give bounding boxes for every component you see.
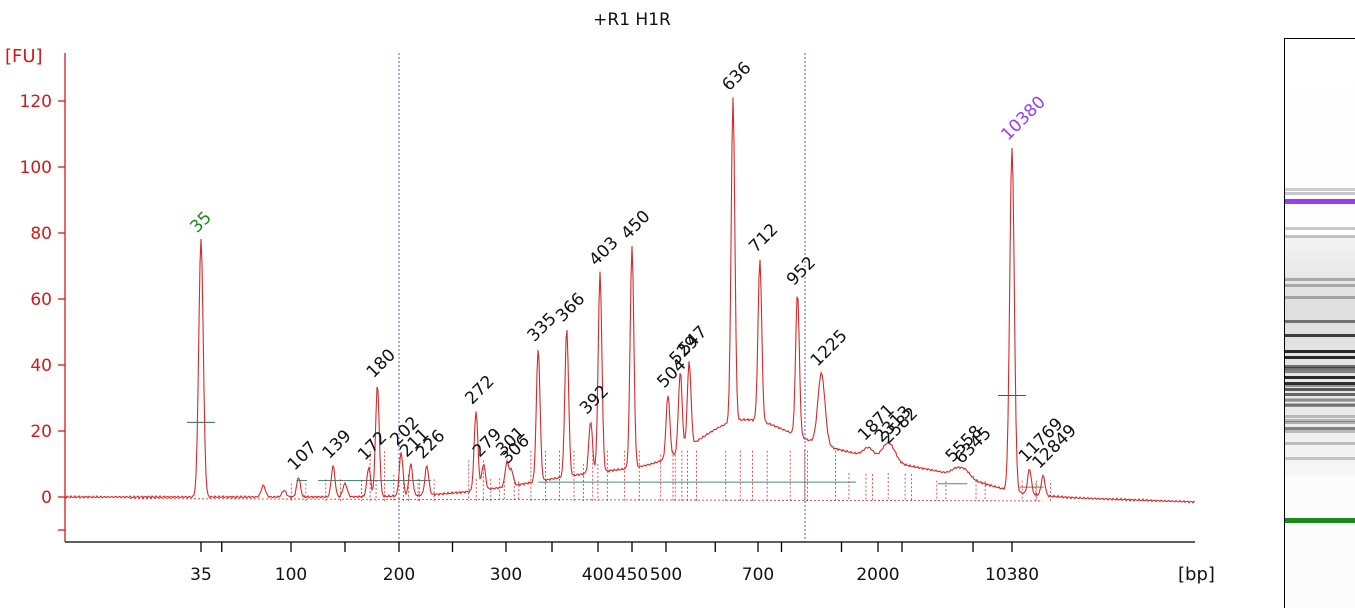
peak-label: 392	[576, 382, 613, 419]
gel-band	[1285, 356, 1355, 360]
x-tick-label: 35	[190, 565, 212, 585]
gel-band	[1285, 397, 1355, 401]
gel-band	[1285, 295, 1355, 299]
gel-band	[1285, 392, 1355, 396]
x-tick-label: 10380	[985, 565, 1039, 585]
gel-band	[1285, 418, 1355, 422]
gel-band	[1285, 427, 1355, 431]
x-tick-label: 100	[275, 565, 307, 585]
gel-band	[1285, 456, 1355, 460]
gel-lane-image	[1284, 38, 1355, 608]
peak-label: 450	[617, 207, 654, 244]
x-tick-label: 200	[383, 565, 415, 585]
peak-labels: 3510713917218020221122627227930130633536…	[186, 58, 1080, 475]
peak-label: 1225	[807, 326, 852, 371]
gel-band	[1285, 383, 1355, 387]
gel-band	[1285, 283, 1355, 287]
gel-band	[1285, 192, 1355, 196]
gel-smear	[1285, 236, 1355, 476]
y-tick-label: 80	[30, 224, 52, 244]
x-tick-label: 300	[490, 565, 522, 585]
gel-band	[1285, 402, 1355, 406]
gel-band	[1285, 369, 1355, 373]
peak-label: 139	[319, 426, 356, 463]
gel-band	[1285, 387, 1355, 391]
y-axis-label: [FU]	[5, 46, 43, 67]
gel-band	[1285, 441, 1355, 445]
gel-band	[1285, 187, 1355, 191]
peak-label: 172	[354, 428, 391, 465]
electropherogram-chart: +R1 H1R [FU] [bp] 0 20 40 60 80 100 120 35 100 20…	[5, 10, 1215, 585]
gel-band	[1285, 398, 1355, 402]
chart-title: +R1 H1R	[593, 10, 671, 30]
baselines	[187, 395, 1044, 488]
gel-band	[1285, 404, 1355, 408]
gel-band	[1285, 319, 1355, 323]
fluorescence-trace	[64, 97, 1196, 504]
y-tick-label: 0	[41, 488, 52, 508]
y-tick-label: 100	[20, 158, 52, 178]
y-tick-label: 120	[20, 92, 52, 112]
peak-label: 180	[363, 345, 400, 382]
peak-label: 272	[461, 372, 498, 409]
gel-band	[1285, 375, 1355, 379]
peak-boundary-lines	[129, 450, 1051, 502]
peak-label: 712	[745, 220, 782, 257]
y-tick-label: 40	[30, 356, 52, 376]
x-tick-label: 500	[650, 565, 682, 585]
gel-band	[1285, 227, 1355, 231]
peak-label: 952	[783, 253, 820, 290]
y-tick-label: 60	[30, 290, 52, 310]
gel-lower-marker-band	[1285, 517, 1355, 523]
peak-label: 636	[718, 58, 755, 95]
x-tick-label: 450	[616, 565, 648, 585]
gel-band	[1285, 382, 1355, 386]
gridlines	[398, 53, 806, 542]
baseline-dotted	[129, 498, 1043, 502]
gel-band	[1285, 277, 1355, 281]
gel-band	[1285, 414, 1355, 418]
gel-band	[1285, 429, 1355, 433]
gel-upper-marker-band	[1285, 198, 1355, 204]
x-tick-label: 2000	[856, 565, 899, 585]
peak-label: 10380	[997, 92, 1049, 144]
gel-band	[1285, 420, 1355, 424]
x-tick-label: 400	[582, 565, 614, 585]
x-tick-label: 700	[742, 565, 774, 585]
gel-band	[1285, 234, 1355, 238]
x-axis-label: [bp]	[1178, 564, 1215, 585]
gel-band	[1285, 364, 1355, 368]
y-tick-label: 20	[30, 422, 52, 442]
gel-band	[1285, 333, 1355, 337]
peak-label: 403	[585, 233, 622, 270]
gel-band	[1285, 350, 1355, 354]
peak-label: 107	[284, 438, 321, 475]
gel-band	[1285, 366, 1355, 370]
peak-label: 35	[186, 208, 215, 237]
